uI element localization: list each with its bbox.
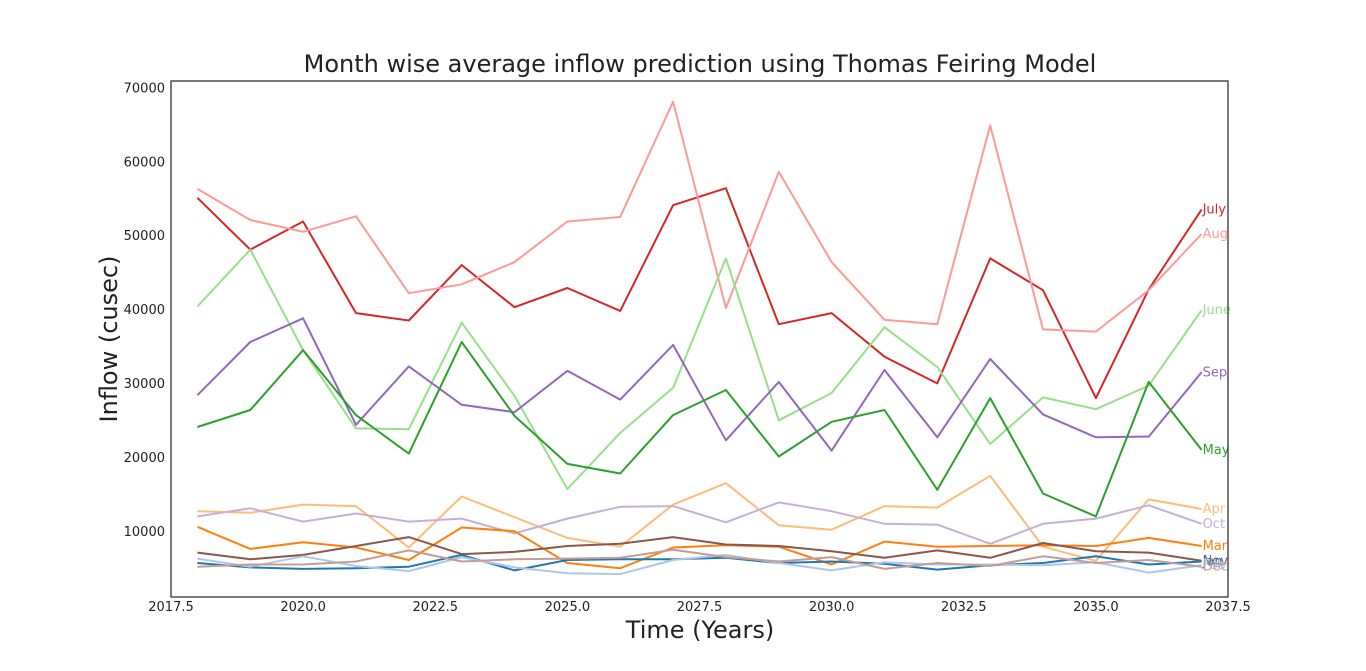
series-line-oct [197, 501, 1202, 545]
x-tick-label: 2022.5 [413, 600, 459, 615]
series-line-july [196, 187, 1203, 400]
series-label-feb: Feb [1203, 558, 1226, 573]
series-line-may [197, 341, 1203, 518]
x-tick-label: 2035.0 [1073, 600, 1119, 615]
x-tick-label: 2020.0 [280, 600, 326, 615]
x-tick-label: 2027.5 [677, 600, 723, 615]
plot-frame [170, 80, 1229, 598]
series-layer [196, 100, 1203, 576]
series-line-apr [197, 474, 1202, 562]
series-line-jan [197, 553, 1202, 572]
x-tick-label: 2017.5 [148, 600, 194, 615]
series-label-jan: Jan [1202, 555, 1223, 570]
y-tick-label: 20000 [124, 451, 165, 466]
x-tick-label: 2037.5 [1205, 600, 1251, 615]
series-label-sep: Sep [1203, 365, 1228, 380]
series-label-nov: Nov [1203, 554, 1229, 569]
series-label-mar: Mar [1203, 539, 1228, 554]
y-tick-label: 30000 [124, 377, 165, 392]
series-line-dec [197, 548, 1202, 570]
series-line-june [196, 248, 1203, 491]
y-tick-label: 60000 [124, 155, 165, 170]
x-axis-label: Time (Years) [625, 616, 774, 644]
series-label-oct: Oct [1203, 517, 1225, 532]
series-label-apr: Apr [1203, 502, 1226, 517]
y-axis-label: Inflow (cusec) [95, 256, 123, 423]
y-tick-label: 70000 [124, 81, 165, 96]
y-tick-label: 10000 [124, 525, 165, 540]
y-tick-label: 40000 [124, 303, 165, 318]
x-tick-label: 2025.0 [545, 600, 591, 615]
x-tick-label: 2032.5 [941, 600, 987, 615]
series-label-aug: Aug [1203, 227, 1228, 242]
ticks-layer: 2017.5 2020.0 2022.5 2025.0 2027.5 2030.0 2032… [124, 81, 1251, 615]
series-label-june: June [1202, 303, 1231, 318]
y-tick-label: 50000 [124, 229, 165, 244]
series-label-july: July [1202, 203, 1227, 218]
series-label-dec: Dec [1203, 560, 1228, 575]
x-tick-label: 2030.0 [809, 600, 855, 615]
series-line-sep [196, 317, 1203, 452]
series-line-aug [196, 100, 1203, 333]
series-label-may: May [1203, 443, 1230, 458]
series-line-nov [197, 536, 1202, 562]
series-line-feb [197, 553, 1202, 576]
chart-title: Month wise average inflow prediction usi… [304, 50, 1097, 78]
